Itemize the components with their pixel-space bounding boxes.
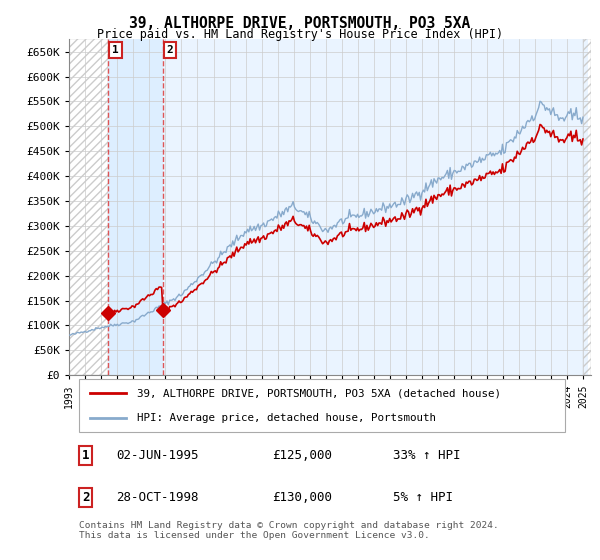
Bar	[163, 39, 588, 375]
Bar	[583, 39, 591, 375]
Bar	[69, 39, 108, 375]
Text: 5% ↑ HPI: 5% ↑ HPI	[392, 491, 452, 504]
Text: 39, ALTHORPE DRIVE, PORTSMOUTH, PO3 5XA: 39, ALTHORPE DRIVE, PORTSMOUTH, PO3 5XA	[130, 16, 470, 31]
Text: 39, ALTHORPE DRIVE, PORTSMOUTH, PO3 5XA (detached house): 39, ALTHORPE DRIVE, PORTSMOUTH, PO3 5XA …	[137, 388, 501, 398]
Text: £130,000: £130,000	[272, 491, 332, 504]
Text: Price paid vs. HM Land Registry's House Price Index (HPI): Price paid vs. HM Land Registry's House …	[97, 28, 503, 41]
Text: £125,000: £125,000	[272, 449, 332, 462]
Text: Contains HM Land Registry data © Crown copyright and database right 2024.
This d: Contains HM Land Registry data © Crown c…	[79, 521, 499, 540]
Text: 2: 2	[82, 491, 89, 504]
Text: 1: 1	[82, 449, 89, 462]
Text: HPI: Average price, detached house, Portsmouth: HPI: Average price, detached house, Port…	[137, 413, 436, 423]
Text: 33% ↑ HPI: 33% ↑ HPI	[392, 449, 460, 462]
Text: 2: 2	[167, 45, 173, 55]
Text: 28-OCT-1998: 28-OCT-1998	[116, 491, 199, 504]
Bar	[108, 39, 163, 375]
Bar	[69, 39, 108, 375]
FancyBboxPatch shape	[79, 379, 565, 432]
Text: 02-JUN-1995: 02-JUN-1995	[116, 449, 199, 462]
Text: 1: 1	[112, 45, 119, 55]
